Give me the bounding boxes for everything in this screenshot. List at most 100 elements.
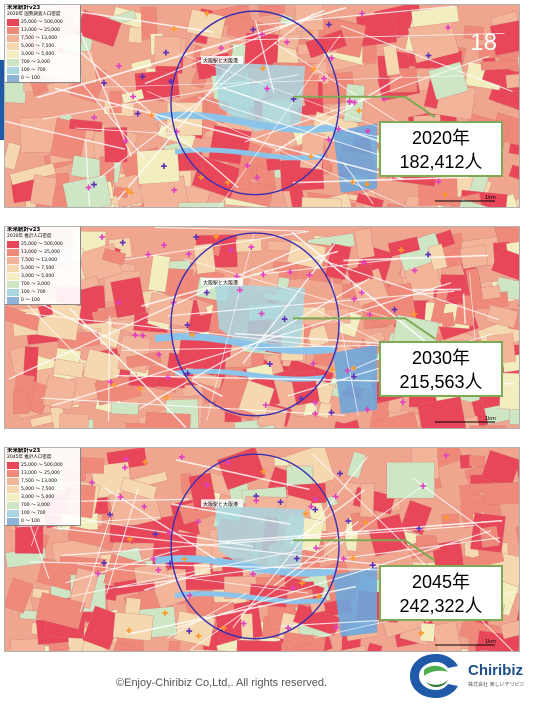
- svg-text:✚: ✚: [443, 513, 450, 522]
- svg-text:✚: ✚: [425, 52, 432, 61]
- legend-row: 100 〜 700: [5, 288, 80, 296]
- svg-text:✚: ✚: [184, 321, 191, 330]
- svg-text:✚: ✚: [445, 23, 452, 32]
- svg-text:✚: ✚: [253, 496, 260, 505]
- legend-swatch: [7, 257, 19, 264]
- svg-text:✚: ✚: [161, 162, 168, 171]
- svg-text:✚: ✚: [358, 289, 365, 298]
- legend-swatch: [7, 265, 19, 272]
- legend-row: 25,000 〜 500,000: [5, 18, 80, 26]
- legend-swatch: [7, 249, 19, 256]
- legend-row: 25,000 〜 500,000: [5, 240, 80, 248]
- legend-range: 13,000 〜 25,000: [21, 27, 60, 33]
- copyright-footer: ©Enjoy-Chiribiz Co,Ltd,. All rights rese…: [116, 677, 327, 689]
- svg-text:✚: ✚: [277, 498, 284, 507]
- svg-text:✚: ✚: [411, 310, 418, 319]
- legend-row: 7,500 〜 13,000: [5, 34, 80, 42]
- svg-text:✚: ✚: [411, 267, 418, 276]
- svg-text:✚: ✚: [139, 73, 146, 82]
- svg-text:✚: ✚: [364, 405, 371, 414]
- svg-text:✚: ✚: [218, 44, 225, 53]
- svg-text:✚: ✚: [315, 592, 322, 601]
- legend-range: 700 〜 3,000: [21, 281, 50, 287]
- callout-population: 182,412人: [381, 150, 501, 174]
- legend-row: 0 〜 100: [5, 74, 80, 82]
- svg-text:✚: ✚: [351, 295, 358, 304]
- legend-title: 未来統計v23: [5, 5, 80, 12]
- legend-row: 5,000 〜 7,500: [5, 264, 80, 272]
- legend-swatch: [7, 35, 19, 42]
- map-panel-2030: ✚✚✚✚✚✚✚✚✚✚✚✚✚✚✚✚✚✚✚✚✚✚✚✚✚✚✚✚✚✚✚✚✚✚✚✚✚✚✚✚…: [4, 226, 520, 429]
- svg-text:✚: ✚: [254, 173, 261, 182]
- svg-text:✚: ✚: [418, 629, 425, 638]
- svg-text:✚: ✚: [203, 288, 210, 297]
- legend-range: 100 〜 700: [21, 510, 46, 516]
- legend-range: 3,000 〜 5,000: [21, 273, 54, 279]
- legend-swatch: [7, 75, 19, 82]
- svg-text:✚: ✚: [124, 186, 131, 195]
- svg-text:✚: ✚: [312, 399, 319, 408]
- svg-text:✚: ✚: [340, 555, 347, 564]
- legend-swatch: [7, 273, 19, 280]
- svg-text:✚: ✚: [264, 85, 271, 94]
- svg-text:✚: ✚: [186, 591, 193, 600]
- legend-title: 未来統計v23: [5, 448, 80, 455]
- svg-text:✚: ✚: [333, 623, 340, 632]
- svg-text:✚: ✚: [345, 517, 352, 526]
- svg-text:✚: ✚: [359, 10, 366, 19]
- svg-text:✚: ✚: [184, 369, 191, 378]
- svg-text:✚: ✚: [240, 620, 247, 629]
- svg-text:✚: ✚: [224, 178, 231, 187]
- legend-row: 13,000 〜 25,000: [5, 469, 80, 477]
- svg-text:1km: 1km: [485, 639, 496, 645]
- legend-range: 0 〜 100: [21, 75, 40, 81]
- svg-text:✚: ✚: [262, 401, 269, 410]
- svg-text:✚: ✚: [326, 21, 333, 30]
- svg-text:✚: ✚: [308, 153, 315, 162]
- density-map: ✚✚✚✚✚✚✚✚✚✚✚✚✚✚✚✚✚✚✚✚✚✚✚✚✚✚✚✚✚✚✚✚✚✚✚✚✚✚✚✚…: [5, 448, 520, 652]
- callout-population: 242,322人: [381, 594, 501, 618]
- legend-row: 3,000 〜 5,000: [5, 272, 80, 280]
- svg-text:✚: ✚: [290, 584, 297, 593]
- legend-row: 700 〜 3,000: [5, 280, 80, 288]
- svg-text:✚: ✚: [162, 609, 169, 618]
- svg-text:✚: ✚: [259, 64, 266, 73]
- svg-text:✚: ✚: [95, 570, 102, 579]
- legend-swatch: [7, 27, 19, 34]
- svg-text:✚: ✚: [248, 243, 255, 252]
- station-label: 大阪駅と大阪港: [201, 278, 243, 287]
- svg-text:✚: ✚: [126, 627, 133, 636]
- svg-text:✚: ✚: [163, 394, 170, 403]
- logo-name: Chiribiz: [468, 662, 523, 679]
- svg-text:✚: ✚: [250, 570, 257, 579]
- population-callout: 2045年 242,322人: [379, 565, 503, 621]
- svg-text:✚: ✚: [178, 453, 185, 462]
- svg-text:✚: ✚: [213, 233, 220, 242]
- svg-text:✚: ✚: [195, 632, 202, 641]
- svg-text:✚: ✚: [171, 25, 178, 34]
- legend-range: 100 〜 700: [21, 289, 46, 295]
- legend-row: 3,000 〜 5,000: [5, 50, 80, 58]
- svg-text:✚: ✚: [148, 111, 155, 120]
- svg-text:✚: ✚: [260, 271, 267, 280]
- legend-row: 25,000 〜 500,000: [5, 461, 80, 469]
- svg-text:大阪駅と大阪港: 大阪駅と大阪港: [203, 501, 238, 508]
- legend-range: 7,500 〜 13,000: [21, 35, 57, 41]
- svg-text:✚: ✚: [332, 492, 339, 501]
- svg-text:✚: ✚: [425, 251, 432, 260]
- legend-row: 13,000 〜 25,000: [5, 248, 80, 256]
- legend-swatch: [7, 281, 19, 288]
- svg-text:✚: ✚: [132, 331, 139, 340]
- svg-text:✚: ✚: [351, 372, 358, 381]
- svg-text:✚: ✚: [89, 479, 96, 488]
- svg-text:✚: ✚: [111, 381, 118, 390]
- svg-text:✚: ✚: [189, 331, 196, 340]
- slide-number: 18: [470, 29, 497, 57]
- svg-text:✚: ✚: [99, 233, 106, 242]
- svg-text:✚: ✚: [156, 350, 163, 359]
- legend-row: 13,000 〜 25,000: [5, 26, 80, 34]
- legend-range: 13,000 〜 25,000: [21, 470, 60, 476]
- svg-text:✚: ✚: [145, 250, 152, 259]
- svg-text:✚: ✚: [364, 180, 371, 189]
